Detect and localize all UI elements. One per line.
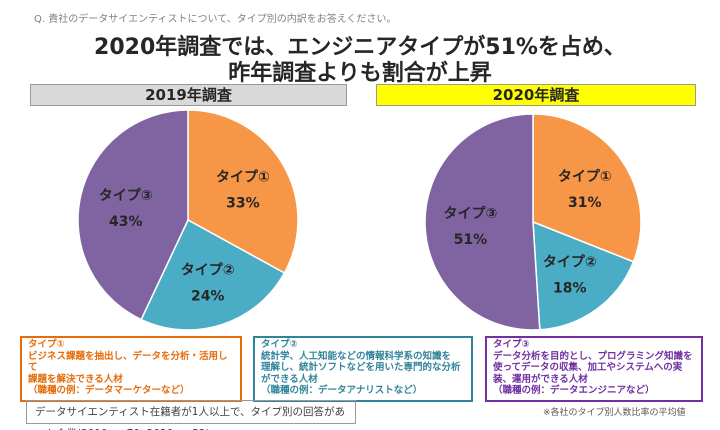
type1-description: タイプ① ビジネス課題を抽出し、データを分析・活用して 課題を解決できる人材 （… [20, 336, 242, 402]
type1-desc-line: （職種の例：データマーケターなど） [28, 385, 190, 396]
type2-desc-line: 統計学、人工知能などの情報科学系の知識を [261, 350, 452, 362]
average-note: ※各社のタイプ別人数比率の平均値 [543, 408, 686, 418]
type3-desc-line: 装、運用ができる人材 [493, 373, 588, 385]
headline-line-2: 昨年調査よりも割合が上昇 [228, 61, 492, 86]
pie-1-slice-2-value: 18% [553, 281, 587, 297]
pie-1-slice-3-value: 51% [454, 232, 488, 248]
pie-1-slice-1-label: タイプ① [558, 169, 612, 185]
type2-description: タイプ② 統計学、人工知能などの情報科学系の知識を 理解し、統計ソフトなどを用い… [253, 336, 473, 402]
pie-0-slice-3-label: タイプ③ [99, 188, 153, 204]
type1-desc-title: タイプ① [28, 339, 65, 350]
type3-desc-line: （職種の例：データエンジニアなど） [493, 385, 655, 396]
pie-0-slice-2-value: 24% [191, 289, 225, 305]
pie-1-slice-3 [424, 113, 541, 331]
pie-0-slice-1-label: タイプ① [216, 170, 270, 186]
type2-desc-title: タイプ② [261, 339, 298, 350]
pie-1-slice-1 [532, 113, 642, 263]
type1-desc-line: ビジネス課題を抽出し、データを分析・活用して [28, 350, 228, 374]
pie-1-slice-2 [532, 220, 635, 331]
question-text: Q. 貴社のデータサイエンティストについて、タイプ別の内訳をお答えください。 [34, 14, 397, 25]
type2-desc-line: （職種の例：データアナリストなど） [261, 385, 423, 396]
type2-desc-line: ができる人材 [261, 373, 318, 385]
type2-desc-line: 理解し、統計ソフトなどを用いた専門的な分析 [261, 362, 461, 373]
type3-desc-title: タイプ③ [493, 339, 530, 350]
pie-0-slice-3 [77, 109, 189, 321]
pie-0-slice-1-value: 33% [226, 196, 260, 212]
pie-0-slice-3-value: 43% [109, 214, 143, 230]
pie-0-slice-2 [140, 218, 286, 331]
pie-1-slice-3-label: タイプ③ [443, 206, 497, 222]
type3-description: タイプ③ データ分析を目的とし、プログラミング知識を 使ってデータの収集、加工や… [485, 336, 703, 402]
headline-line-1: 2020年調査では、エンジニアタイプが51%を占め、 [94, 35, 626, 60]
pie-0-slice-2-label: タイプ② [181, 263, 235, 279]
type3-desc-line: 使ってデータの収集、加工やシステムへの実 [493, 362, 683, 373]
pie-1-slice-2-label: タイプ② [543, 255, 597, 271]
sample-footer: データサイエンティスト在籍者が1人以上で、タイプ別の回答があった企業(2019 … [26, 400, 356, 430]
pie-0-slice-1 [187, 109, 299, 275]
pie-1-slice-1-value: 31% [568, 195, 602, 211]
year-label-2020: 2020年調査 [376, 84, 696, 106]
year-label-2019: 2019年調査 [30, 84, 347, 106]
type3-desc-line: データ分析を目的とし、プログラミング知識を [493, 350, 693, 362]
type1-desc-line: 課題を解決できる人材 [28, 373, 123, 385]
